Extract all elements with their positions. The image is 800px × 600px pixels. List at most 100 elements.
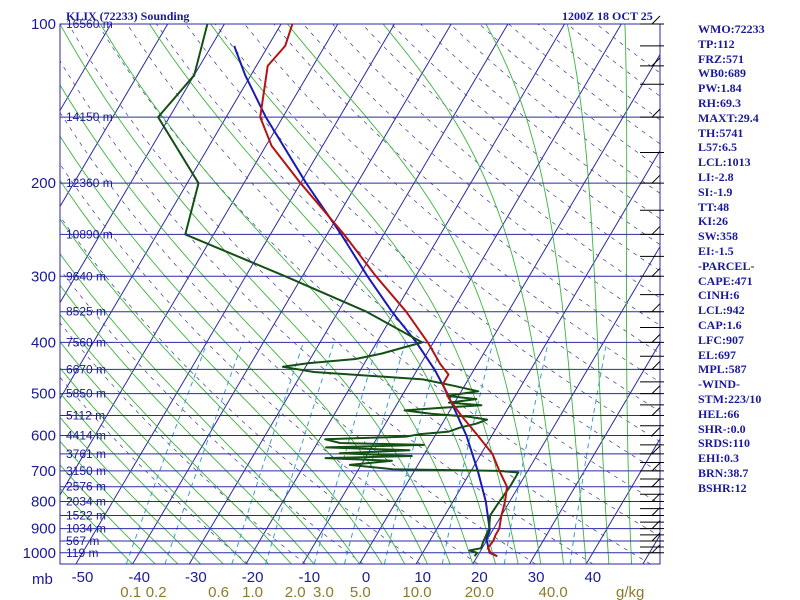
moist-adiabat [60,367,247,564]
dry-adiabat [60,268,364,564]
height-label: 7560 m [66,335,106,349]
mixing-ratio-label: 1.0 [242,584,263,600]
temperature-tick-label: 30 [528,569,545,586]
wind-barb-flag [651,108,661,118]
mixing-ratio-line [265,342,335,564]
index-value: EI:-1.5 [698,243,734,258]
wind-barb-flag [651,445,661,455]
dry-adiabat [68,24,651,564]
index-value: TH:5741 [698,125,744,140]
index-value: HEL:66 [698,406,740,421]
moist-adiabat [485,24,587,564]
mixing-ratio-label: 40.0 [539,584,568,600]
mixing-ratio-unit: g/kg [616,584,644,600]
index-value: SI:-1.9 [698,184,733,199]
wind-barb-flag [651,507,661,516]
isotherm [60,24,169,208]
index-value: BSHR:12 [698,480,747,495]
height-label: 2034 m [66,495,106,509]
wind-barb-flag [651,407,661,416]
moist-adiabat [60,218,360,564]
dry-adiabat [244,24,660,383]
index-value: WB0:689 [698,66,746,81]
index-value: RH:69.3 [698,95,741,110]
isotherm [60,24,339,496]
index-value: MPL:587 [698,362,747,377]
moist-adiabat [566,24,610,564]
dry-adiabat [60,322,306,564]
wind-barb-flag [651,462,661,472]
wind-barb-flag [651,493,661,502]
pressure-tick-label: 100 [31,16,56,33]
wind-barb-flag [651,427,661,436]
index-value: SHR-:0.0 [698,421,746,436]
wind-barb-flag [651,520,661,529]
pressure-tick-label: 400 [31,334,56,351]
moist-adiabat [60,135,406,564]
height-label: 3150 m [66,464,106,478]
mixing-ratio-label: 0.2 [146,584,167,600]
moist-adiabat [60,416,201,564]
wind-barb-flag [651,361,661,370]
wind-barb-flag [651,57,661,67]
mixing-ratio-label: 3.0 [313,584,334,600]
pressure-tick-label: 300 [31,268,56,285]
pressure-tick-label: 500 [31,386,56,403]
moist-adiabat [60,179,383,564]
height-label: 16560 m [66,17,113,31]
mixing-ratio-line [164,342,243,564]
isotherm [415,149,660,564]
moist-adiabat [287,24,542,564]
moist-adiabat [60,24,451,564]
temperature-trace [259,24,508,558]
height-label: 2576 m [66,480,106,494]
moist-adiabat [100,24,474,564]
index-value: KI:26 [698,214,728,229]
temperature-tick-label: -40 [128,569,150,586]
dewpoint-trace [157,24,520,557]
index-value: CAP:1.6 [698,317,742,332]
dry-adiabat [60,376,249,564]
moist-adiabat [60,313,292,564]
dry-adiabat [97,24,660,537]
wind-barb-flag [651,303,661,313]
height-label: 10890 m [66,227,113,241]
index-value: BRN:38.7 [698,465,749,480]
isotherm [585,437,660,564]
wind-barb-flag [651,267,661,277]
index-value: PW:1.84 [698,81,742,96]
temperature-tick-label: 0 [362,569,370,586]
index-value: CINH:6 [698,288,740,303]
mixing-ratio-line [344,342,406,564]
plot-frame [59,23,661,565]
index-value: EHI:0.3 [698,451,740,466]
mixing-ratio-label: 0.6 [208,584,229,600]
isotherm [60,24,225,304]
wind-barb-flag [651,544,661,554]
isotherm [245,24,566,564]
isotherm [60,24,112,112]
isotherm [0,12,61,564]
height-label: 1034 m [66,522,106,536]
wind-barb-layer [640,15,664,554]
dry-adiabat [60,60,594,564]
moist-adiabat [60,284,315,564]
mixing-ratio-line [231,342,304,564]
index-value: FRZ:571 [698,51,744,66]
parcel-trace [233,45,498,558]
moist-adiabat [624,24,632,564]
index-value: SRDS:110 [698,436,751,451]
wind-barb-flag [651,226,661,235]
isotherm [0,12,5,564]
mixing-ratio-line [569,342,608,564]
mixing-ratio-label: 10.0 [402,584,431,600]
index-value: TP:112 [698,36,735,51]
index-value: LI:-2.8 [698,169,734,184]
pressure-tick-label: 800 [31,494,56,511]
wind-barb-flag [651,478,661,488]
isobar-layer [59,23,661,565]
moist-adiabat [149,24,496,564]
height-label: 567 m [66,534,99,548]
